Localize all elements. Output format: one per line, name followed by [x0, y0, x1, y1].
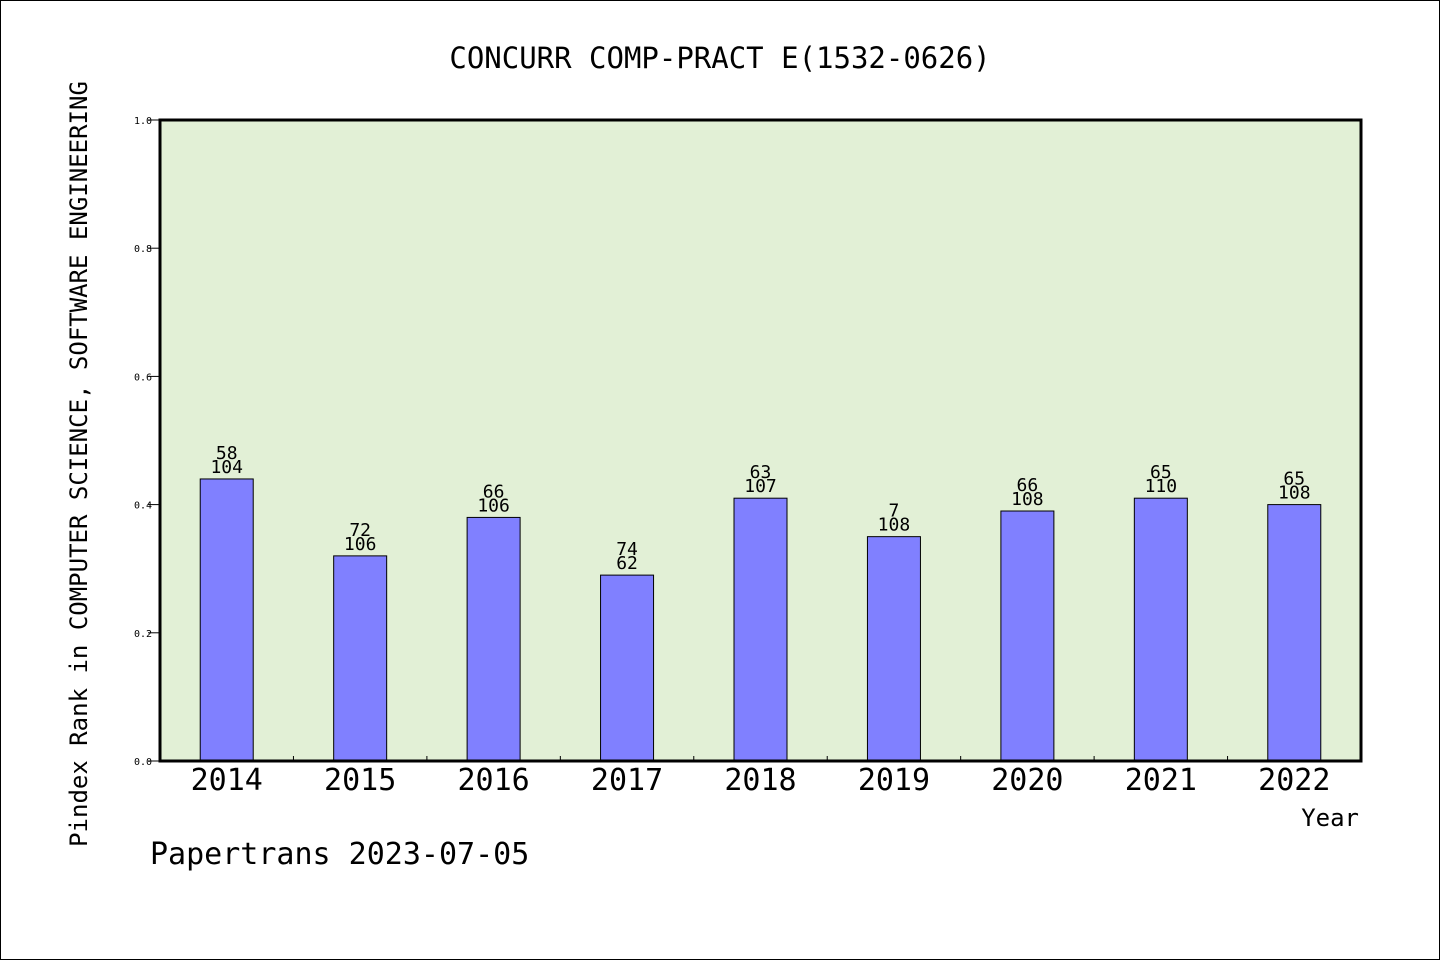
- bar-rank-label: 74: [616, 539, 638, 560]
- bar-total-label: 108: [1278, 483, 1311, 504]
- bar-2015: [333, 555, 388, 762]
- bar-total-label: 110: [1145, 476, 1178, 497]
- bar-rank-label: 72: [349, 520, 371, 541]
- bar-total-label: 108: [1011, 489, 1044, 510]
- bar-rank-label: 66: [483, 481, 505, 502]
- y-axis: 0.0 0.2 0.4 0.6 0.8 1.0: [134, 116, 160, 768]
- x-tick-label: 2021: [1125, 763, 1197, 798]
- x-tick-label: 2019: [858, 763, 930, 798]
- y-tick-label: 0.4: [134, 501, 152, 512]
- chart-title: CONCURR COMP-PRACT E(1532-0626): [449, 41, 990, 75]
- x-tick-label: 2018: [724, 763, 796, 798]
- source-footer: Papertrans 2023-07-05: [150, 837, 529, 872]
- x-tick-label: 2015: [324, 763, 396, 798]
- bar-rank-label: 66: [1017, 475, 1039, 496]
- bar-2019: [866, 536, 921, 762]
- bar-2016: [466, 516, 521, 762]
- bar-total-label: 104: [210, 457, 243, 478]
- bar-rank-label: 65: [1283, 469, 1305, 490]
- bar-total-label: 106: [477, 495, 510, 516]
- y-tick-label: 0.6: [134, 372, 152, 383]
- bar-rank-label: 65: [1150, 462, 1172, 483]
- x-tick-label: 2016: [457, 763, 529, 798]
- bar-2022: [1267, 504, 1322, 762]
- y-tick-label: 0.0: [134, 757, 152, 768]
- bar-rank-label: 63: [750, 462, 772, 483]
- x-tick-label: 2020: [991, 763, 1063, 798]
- bar-total-label: 108: [878, 515, 911, 536]
- bar-2020: [1000, 510, 1055, 762]
- bar-total-label: 62: [616, 553, 638, 574]
- bar-2014: [199, 478, 254, 762]
- x-tick-label: 2017: [591, 763, 663, 798]
- bar-rank-label: 7: [889, 501, 900, 522]
- x-tick-label: 2014: [191, 763, 263, 798]
- bar-2017: [600, 574, 655, 762]
- plot-frame: [158, 118, 1363, 763]
- y-axis-label: Pindex Rank in COMPUTER SCIENCE, SOFTWAR…: [65, 81, 93, 847]
- x-tick-label: 2022: [1258, 763, 1330, 798]
- bar-total-label: 106: [344, 534, 377, 555]
- bar-total-label: 107: [744, 476, 777, 497]
- y-tick-label: 0.2: [134, 629, 152, 640]
- y-tick-label: 1.0: [134, 116, 152, 127]
- x-axis: 2014 2015 2016 2017 2018 2019 2020 2021 2022: [191, 756, 1330, 798]
- bars-layer: [199, 478, 1322, 762]
- bar-2021: [1133, 497, 1188, 762]
- x-axis-label: Year: [1301, 804, 1359, 832]
- bar-2018: [733, 497, 788, 762]
- bar-rank-label: 58: [216, 443, 238, 464]
- y-tick-label: 0.8: [134, 244, 152, 255]
